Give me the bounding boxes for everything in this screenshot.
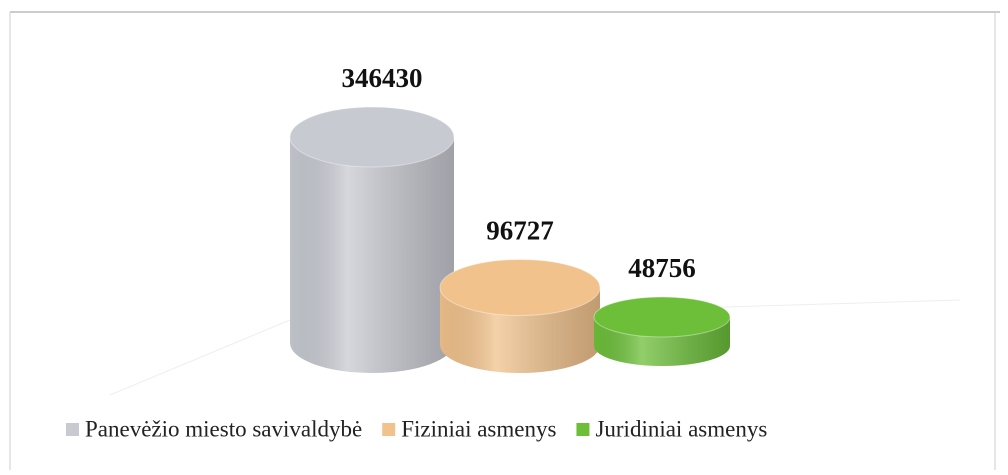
- legend-label: Panevėžio miesto savivaldybė: [85, 416, 362, 441]
- cylinder-top: [593, 296, 731, 338]
- legend-swatch: [66, 423, 79, 436]
- cylinder-shade: [290, 137, 454, 373]
- legend-swatch: [382, 423, 396, 436]
- legend-swatch: [576, 423, 590, 436]
- cylinder-top: [289, 106, 455, 168]
- legend-label: Fiziniai asmenys: [401, 416, 556, 441]
- data-label: 96727: [486, 216, 554, 246]
- data-label: 48756: [628, 253, 696, 283]
- data-label: 346430: [342, 63, 423, 93]
- cylinder-top: [439, 258, 601, 316]
- legend-label: Juridiniai asmenys: [595, 416, 767, 441]
